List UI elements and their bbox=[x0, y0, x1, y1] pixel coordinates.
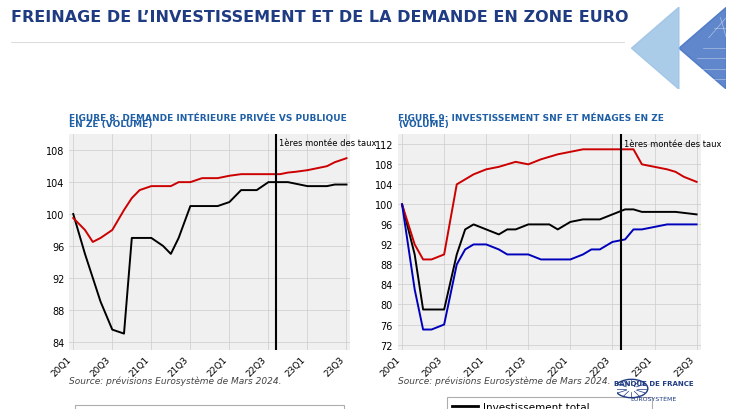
Text: Source: prévisions Eurosystème de Mars 2024.: Source: prévisions Eurosystème de Mars 2… bbox=[398, 376, 610, 385]
Text: EN ZE (VOLUME): EN ZE (VOLUME) bbox=[69, 119, 153, 128]
Polygon shape bbox=[679, 8, 726, 90]
Text: EUROSYSTÈME: EUROSYSTÈME bbox=[630, 396, 677, 401]
Polygon shape bbox=[631, 8, 679, 90]
Text: (VOLUME): (VOLUME) bbox=[398, 119, 449, 128]
Text: BANQUE DE FRANCE: BANQUE DE FRANCE bbox=[613, 380, 693, 387]
Text: FIGURE 9: INVESTISSEMENT SNF ET MÉNAGES EN ZE: FIGURE 9: INVESTISSEMENT SNF ET MÉNAGES … bbox=[398, 114, 664, 123]
Text: 1ères montée des taux: 1ères montée des taux bbox=[280, 139, 377, 148]
Legend: Demande privée, Demande publique: Demande privée, Demande publique bbox=[75, 405, 345, 409]
Text: Source: prévisions Eurosystème de Mars 2024.: Source: prévisions Eurosystème de Mars 2… bbox=[69, 376, 282, 385]
Text: FIGURE 8: DEMANDE INTÉRIEURE PRIVÉE VS PUBLIQUE: FIGURE 8: DEMANDE INTÉRIEURE PRIVÉE VS P… bbox=[69, 113, 347, 123]
Legend: Investissement total, Investissement résidentiel, Investissement des entreprises: Investissement total, Investissement rés… bbox=[447, 397, 652, 409]
Text: 1ères montée des taux: 1ères montée des taux bbox=[624, 140, 722, 149]
Text: FREINAGE DE L’INVESTISSEMENT ET DE LA DEMANDE EN ZONE EURO: FREINAGE DE L’INVESTISSEMENT ET DE LA DE… bbox=[11, 10, 629, 25]
